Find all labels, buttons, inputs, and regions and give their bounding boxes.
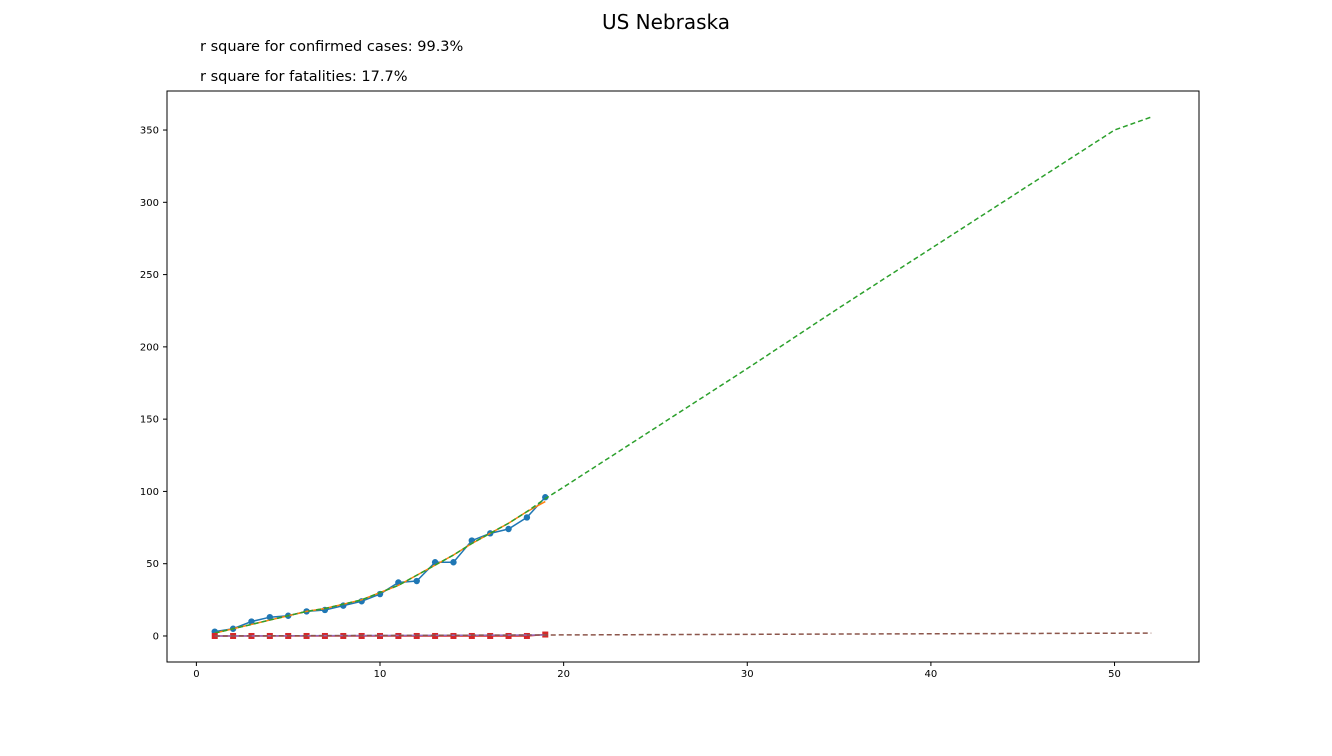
data-point [413,577,420,585]
data-point [505,632,512,639]
data-point [505,525,512,533]
y-tick-label: 50 [146,559,159,570]
data-point [487,632,494,639]
x-tick-label: 30 [741,669,754,680]
y-tick-label: 150 [140,415,159,426]
y-tick-label: 300 [140,198,159,209]
chart-title: US Nebraska [601,10,731,34]
series-line-0 [214,496,546,633]
r-square-fatalities-label: r square for fatalities: 17.7% [200,69,408,85]
x-tick-label: 50 [1108,669,1121,680]
data-point [523,514,531,521]
y-tick-label: 350 [140,126,159,137]
data-point [523,632,530,639]
r-square-confirmed-label: r square for confirmed cases: 99.3% [200,39,464,55]
data-point [266,613,274,621]
data-point [450,559,457,566]
x-tick-label: 40 [925,669,938,680]
y-tick-label: 200 [140,342,159,353]
data-point [468,632,475,639]
y-tick-label: 0 [153,631,159,642]
axes-frame [166,90,1200,663]
x-tick-label: 10 [374,669,387,680]
data-point [248,618,255,625]
x-tick-label: 0 [193,669,199,680]
data-point [542,494,549,501]
projection-line-5 [214,632,1152,637]
x-tick-label: 20 [557,669,570,680]
fit-line-1 [214,500,546,634]
y-tick-label: 250 [140,270,159,281]
y-tick-label: 100 [140,487,159,498]
projection-line-2 [214,116,1152,634]
